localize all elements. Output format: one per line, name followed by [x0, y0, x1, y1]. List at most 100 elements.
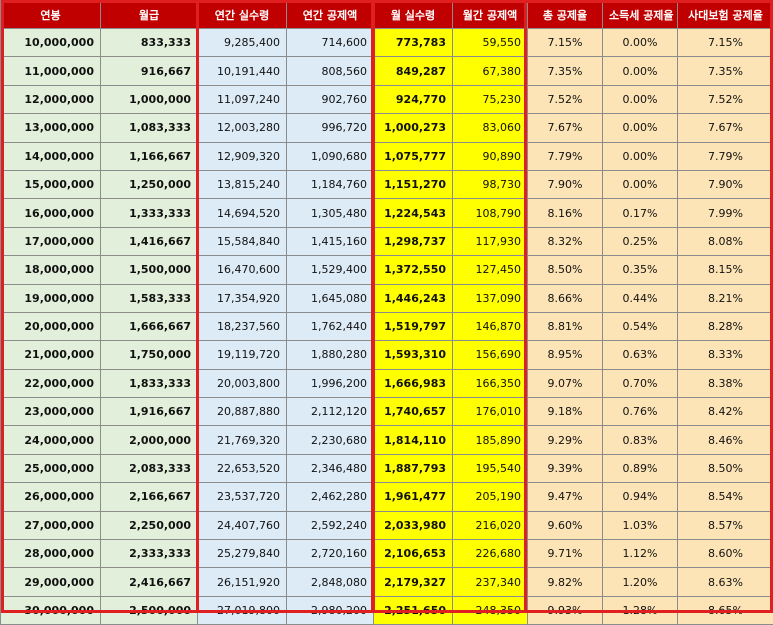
cell-income-tax-rate[interactable]: 1.28%	[603, 596, 678, 624]
cell-annual-salary[interactable]: 20,000,000	[1, 312, 101, 340]
cell-total-deduction-rate[interactable]: 9.82%	[528, 568, 603, 596]
cell-annual-deduction[interactable]: 2,720,160	[287, 540, 374, 568]
cell-total-deduction-rate[interactable]: 9.47%	[528, 483, 603, 511]
cell-monthly-net[interactable]: 1,519,797	[374, 312, 453, 340]
cell-annual-net[interactable]: 11,097,240	[198, 85, 287, 113]
cell-social-insurance-rate[interactable]: 8.38%	[678, 369, 773, 397]
cell-income-tax-rate[interactable]: 0.89%	[603, 454, 678, 482]
cell-monthly-deduction[interactable]: 156,690	[453, 341, 528, 369]
cell-monthly-deduction[interactable]: 166,350	[453, 369, 528, 397]
cell-annual-deduction[interactable]: 714,600	[287, 29, 374, 57]
cell-annual-net[interactable]: 9,285,400	[198, 29, 287, 57]
cell-annual-net[interactable]: 21,769,320	[198, 426, 287, 454]
cell-monthly-deduction[interactable]: 237,340	[453, 568, 528, 596]
cell-social-insurance-rate[interactable]: 7.90%	[678, 170, 773, 198]
cell-social-insurance-rate[interactable]: 8.57%	[678, 511, 773, 539]
cell-annual-salary[interactable]: 10,000,000	[1, 29, 101, 57]
cell-social-insurance-rate[interactable]: 8.15%	[678, 256, 773, 284]
cell-annual-salary[interactable]: 22,000,000	[1, 369, 101, 397]
cell-annual-deduction[interactable]: 2,112,120	[287, 398, 374, 426]
cell-annual-net[interactable]: 20,887,880	[198, 398, 287, 426]
cell-annual-deduction[interactable]: 1,305,480	[287, 199, 374, 227]
cell-annual-net[interactable]: 24,407,760	[198, 511, 287, 539]
cell-annual-net[interactable]: 12,003,280	[198, 114, 287, 142]
cell-total-deduction-rate[interactable]: 8.66%	[528, 284, 603, 312]
cell-income-tax-rate[interactable]: 0.00%	[603, 57, 678, 85]
cell-monthly-salary[interactable]: 1,916,667	[101, 398, 198, 426]
cell-social-insurance-rate[interactable]: 8.50%	[678, 454, 773, 482]
cell-annual-salary[interactable]: 28,000,000	[1, 540, 101, 568]
cell-total-deduction-rate[interactable]: 8.81%	[528, 312, 603, 340]
cell-social-insurance-rate[interactable]: 8.28%	[678, 312, 773, 340]
cell-monthly-salary[interactable]: 833,333	[101, 29, 198, 57]
cell-annual-net[interactable]: 12,909,320	[198, 142, 287, 170]
cell-monthly-net[interactable]: 1,151,270	[374, 170, 453, 198]
cell-monthly-deduction[interactable]: 226,680	[453, 540, 528, 568]
cell-income-tax-rate[interactable]: 0.00%	[603, 114, 678, 142]
cell-monthly-deduction[interactable]: 83,060	[453, 114, 528, 142]
cell-monthly-deduction[interactable]: 216,020	[453, 511, 528, 539]
cell-total-deduction-rate[interactable]: 9.93%	[528, 596, 603, 624]
cell-annual-deduction[interactable]: 1,762,440	[287, 312, 374, 340]
cell-annual-deduction[interactable]: 1,645,080	[287, 284, 374, 312]
cell-monthly-deduction[interactable]: 59,550	[453, 29, 528, 57]
cell-annual-salary[interactable]: 21,000,000	[1, 341, 101, 369]
cell-total-deduction-rate[interactable]: 9.07%	[528, 369, 603, 397]
cell-monthly-salary[interactable]: 2,333,333	[101, 540, 198, 568]
cell-income-tax-rate[interactable]: 0.54%	[603, 312, 678, 340]
cell-income-tax-rate[interactable]: 0.44%	[603, 284, 678, 312]
cell-annual-net[interactable]: 19,119,720	[198, 341, 287, 369]
cell-monthly-net[interactable]: 1,000,273	[374, 114, 453, 142]
cell-annual-net[interactable]: 16,470,600	[198, 256, 287, 284]
cell-annual-deduction[interactable]: 2,346,480	[287, 454, 374, 482]
cell-monthly-deduction[interactable]: 90,890	[453, 142, 528, 170]
cell-annual-salary[interactable]: 25,000,000	[1, 454, 101, 482]
cell-annual-deduction[interactable]: 996,720	[287, 114, 374, 142]
cell-income-tax-rate[interactable]: 0.00%	[603, 170, 678, 198]
cell-monthly-net[interactable]: 2,033,980	[374, 511, 453, 539]
cell-income-tax-rate[interactable]: 0.76%	[603, 398, 678, 426]
cell-monthly-deduction[interactable]: 67,380	[453, 57, 528, 85]
cell-monthly-salary[interactable]: 1,500,000	[101, 256, 198, 284]
cell-monthly-deduction[interactable]: 98,730	[453, 170, 528, 198]
cell-monthly-salary[interactable]: 1,166,667	[101, 142, 198, 170]
header-income-tax-rate[interactable]: 소득세 공제율	[603, 1, 678, 29]
cell-total-deduction-rate[interactable]: 8.50%	[528, 256, 603, 284]
cell-annual-deduction[interactable]: 1,090,680	[287, 142, 374, 170]
cell-monthly-deduction[interactable]: 176,010	[453, 398, 528, 426]
cell-income-tax-rate[interactable]: 0.94%	[603, 483, 678, 511]
cell-monthly-salary[interactable]: 1,833,333	[101, 369, 198, 397]
cell-monthly-deduction[interactable]: 146,870	[453, 312, 528, 340]
cell-monthly-net[interactable]: 1,666,983	[374, 369, 453, 397]
cell-annual-salary[interactable]: 27,000,000	[1, 511, 101, 539]
cell-total-deduction-rate[interactable]: 7.35%	[528, 57, 603, 85]
cell-income-tax-rate[interactable]: 0.63%	[603, 341, 678, 369]
cell-monthly-net[interactable]: 1,887,793	[374, 454, 453, 482]
cell-monthly-deduction[interactable]: 108,790	[453, 199, 528, 227]
cell-monthly-net[interactable]: 1,814,110	[374, 426, 453, 454]
cell-monthly-net[interactable]: 1,298,737	[374, 227, 453, 255]
cell-annual-deduction[interactable]: 1,415,160	[287, 227, 374, 255]
cell-social-insurance-rate[interactable]: 8.08%	[678, 227, 773, 255]
cell-monthly-deduction[interactable]: 205,190	[453, 483, 528, 511]
cell-annual-net[interactable]: 26,151,920	[198, 568, 287, 596]
cell-monthly-net[interactable]: 2,106,653	[374, 540, 453, 568]
cell-monthly-salary[interactable]: 1,083,333	[101, 114, 198, 142]
cell-monthly-net[interactable]: 1,593,310	[374, 341, 453, 369]
cell-monthly-salary[interactable]: 2,083,333	[101, 454, 198, 482]
cell-social-insurance-rate[interactable]: 8.65%	[678, 596, 773, 624]
cell-monthly-salary[interactable]: 1,583,333	[101, 284, 198, 312]
cell-annual-salary[interactable]: 19,000,000	[1, 284, 101, 312]
cell-income-tax-rate[interactable]: 0.00%	[603, 142, 678, 170]
header-total-deduction-rate[interactable]: 총 공제율	[528, 1, 603, 29]
cell-total-deduction-rate[interactable]: 7.52%	[528, 85, 603, 113]
cell-monthly-salary[interactable]: 1,000,000	[101, 85, 198, 113]
cell-annual-deduction[interactable]: 1,184,760	[287, 170, 374, 198]
cell-total-deduction-rate[interactable]: 8.32%	[528, 227, 603, 255]
cell-annual-net[interactable]: 18,237,560	[198, 312, 287, 340]
cell-monthly-net[interactable]: 1,372,550	[374, 256, 453, 284]
cell-social-insurance-rate[interactable]: 7.67%	[678, 114, 773, 142]
cell-total-deduction-rate[interactable]: 9.71%	[528, 540, 603, 568]
cell-annual-salary[interactable]: 18,000,000	[1, 256, 101, 284]
cell-annual-net[interactable]: 10,191,440	[198, 57, 287, 85]
